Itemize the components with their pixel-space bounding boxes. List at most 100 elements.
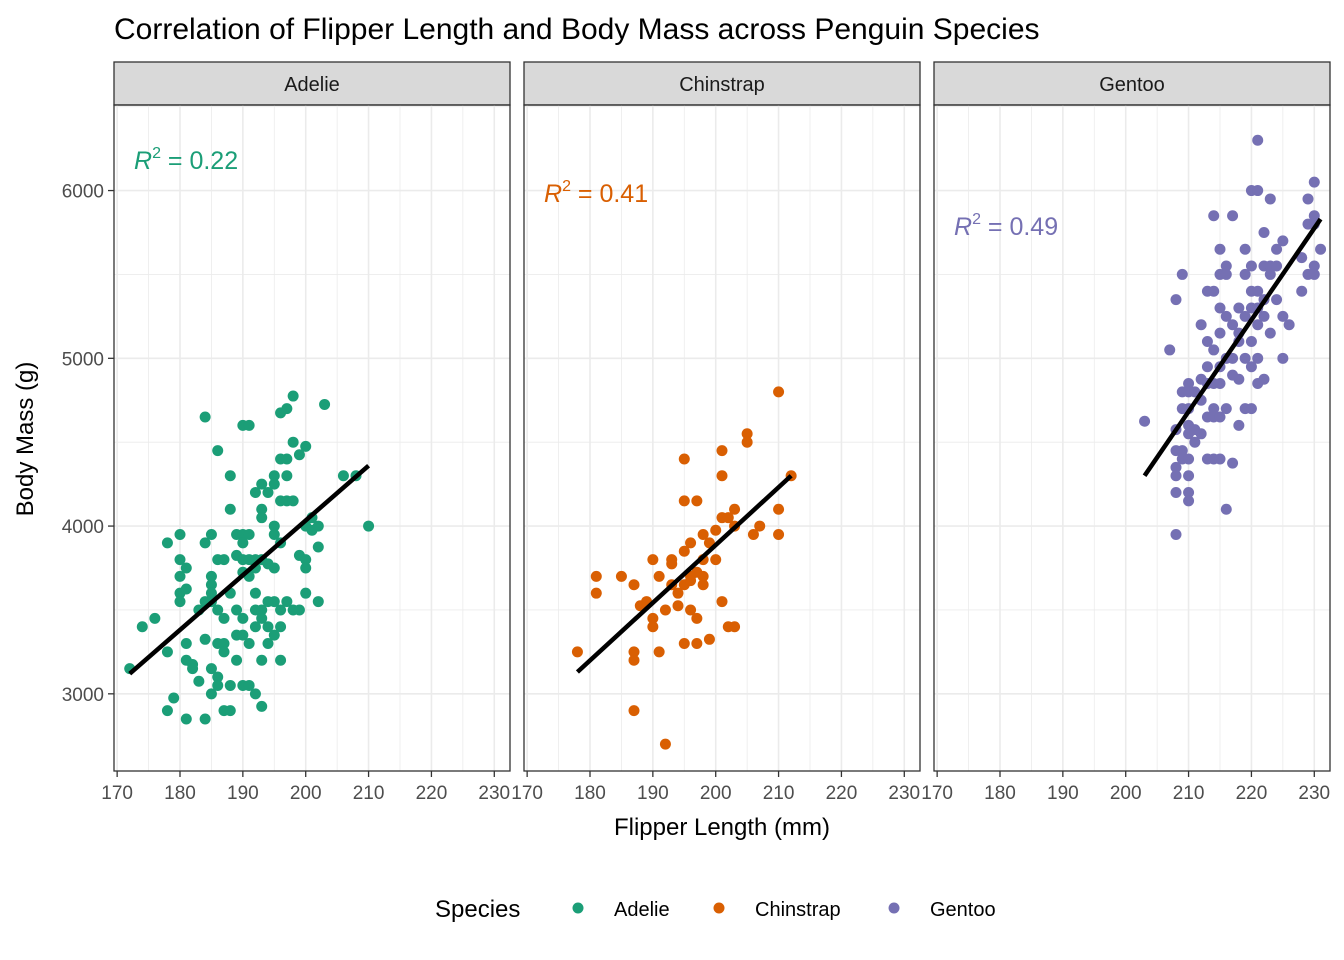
- data-point: [237, 537, 249, 549]
- data-point: [691, 495, 703, 507]
- data-point: [249, 688, 261, 700]
- x-tick-label: 220: [1236, 783, 1268, 804]
- data-points: [124, 390, 375, 725]
- data-point: [1195, 319, 1207, 331]
- data-point: [193, 675, 205, 687]
- data-point: [1189, 436, 1201, 448]
- data-point: [678, 453, 690, 465]
- data-point: [256, 503, 268, 515]
- legend-label: Gentoo: [930, 899, 996, 921]
- regression-line: [128, 463, 371, 676]
- data-point: [262, 621, 274, 633]
- data-point: [628, 579, 640, 591]
- data-point: [685, 537, 697, 549]
- data-point: [262, 487, 274, 499]
- facet-panel-adelie: Adelie R2 = 0.22 170 180 190 200 210 220 230 3000…: [62, 61, 511, 804]
- data-point: [281, 596, 293, 608]
- data-point: [1208, 285, 1220, 297]
- data-point: [1233, 302, 1245, 314]
- data-point: [754, 520, 766, 532]
- data-point: [224, 679, 236, 691]
- data-point: [1201, 361, 1213, 373]
- data-point: [243, 528, 255, 540]
- data-point: [773, 386, 785, 398]
- data-point: [647, 612, 659, 624]
- data-point: [218, 554, 230, 566]
- data-point: [1183, 453, 1195, 465]
- data-point: [672, 587, 684, 599]
- data-point: [281, 403, 293, 415]
- data-point: [1271, 260, 1283, 272]
- data-point: [1233, 373, 1245, 385]
- data-point: [1227, 319, 1239, 331]
- data-point: [300, 562, 312, 574]
- data-point: [268, 528, 280, 540]
- data-point: [647, 621, 659, 633]
- data-point: [174, 570, 186, 582]
- data-point: [716, 445, 728, 457]
- data-point: [287, 390, 299, 402]
- data-point: [1277, 352, 1289, 364]
- data-point: [1220, 310, 1232, 322]
- facet-strip: [113, 61, 511, 106]
- data-point: [672, 600, 684, 612]
- data-point: [710, 554, 722, 566]
- x-tick-label: 210: [763, 783, 795, 804]
- r-squared-label: R2 = 0.41: [544, 178, 648, 208]
- data-point: [1283, 319, 1295, 331]
- x-tick-label: 170: [921, 783, 953, 804]
- y-tick-label: 3000: [62, 685, 104, 706]
- data-point: [685, 604, 697, 616]
- data-point: [224, 503, 236, 515]
- gridlines: [114, 105, 510, 771]
- data-point: [1277, 310, 1289, 322]
- data-point: [1176, 268, 1188, 280]
- x-tick-label: 220: [416, 783, 448, 804]
- data-point: [653, 570, 665, 582]
- data-point: [678, 638, 690, 650]
- data-point: [1208, 344, 1220, 356]
- data-point: [205, 528, 217, 540]
- data-point: [268, 562, 280, 574]
- data-point: [231, 654, 243, 666]
- facet-strip-label: Adelie: [284, 74, 340, 96]
- data-point: [729, 503, 741, 515]
- data-point: [275, 604, 287, 616]
- data-point: [180, 638, 192, 650]
- data-point: [1245, 260, 1257, 272]
- facet-strip: [523, 61, 921, 106]
- x-tick-label: 180: [574, 783, 606, 804]
- data-point: [1252, 352, 1264, 364]
- facet-strip-label: Chinstrap: [679, 74, 765, 96]
- data-point: [205, 579, 217, 591]
- x-tick-label: 210: [353, 783, 385, 804]
- data-point: [243, 419, 255, 431]
- data-point: [337, 470, 349, 482]
- data-point: [659, 738, 671, 750]
- data-point: [1170, 294, 1182, 306]
- data-point: [218, 646, 230, 658]
- r-squared-label: R2 = 0.49: [954, 211, 1058, 241]
- gridlines: [524, 105, 920, 771]
- data-point: [149, 612, 161, 624]
- data-point: [262, 638, 274, 650]
- regression-line: [1142, 217, 1323, 478]
- data-point: [1227, 210, 1239, 222]
- data-point: [1214, 453, 1226, 465]
- data-point: [268, 629, 280, 641]
- panel-border: [933, 104, 1331, 772]
- data-point: [1164, 344, 1176, 356]
- data-point: [741, 428, 753, 440]
- facet-strip-label: Gentoo: [1099, 74, 1165, 96]
- x-tick-label: 200: [700, 783, 732, 804]
- data-point: [571, 646, 583, 658]
- data-point: [256, 478, 268, 490]
- data-point: [199, 713, 211, 725]
- data-point: [1170, 487, 1182, 499]
- data-point: [224, 705, 236, 717]
- x-tick-label: 200: [290, 783, 322, 804]
- data-point: [1220, 260, 1232, 272]
- data-point: [653, 646, 665, 658]
- data-point: [136, 621, 148, 633]
